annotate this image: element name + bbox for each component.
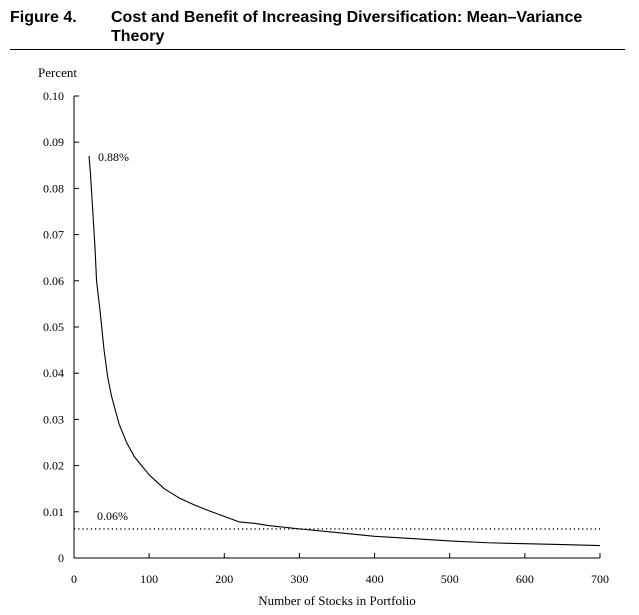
series-annotation-label: 0.88% bbox=[98, 150, 129, 164]
series-layer: 0.88% 0.06% bbox=[74, 150, 601, 547]
y-tick-label: 0.09 bbox=[43, 135, 64, 149]
x-tick-label: 100 bbox=[140, 572, 158, 586]
y-tick-label: 0.05 bbox=[43, 320, 64, 334]
x-tick-label: 400 bbox=[366, 572, 384, 586]
y-tick-label: 0.01 bbox=[43, 505, 64, 519]
x-tick-label: 200 bbox=[215, 572, 233, 586]
x-axis-label: Number of Stocks in Portfolio bbox=[258, 593, 415, 608]
x-tick-label: 700 bbox=[591, 572, 609, 586]
y-tick-label: 0.10 bbox=[43, 89, 64, 103]
series-annotation-label: 0.06% bbox=[97, 509, 128, 523]
x-tick-label: 0 bbox=[71, 572, 77, 586]
y-tick-label: 0 bbox=[58, 551, 64, 565]
x-tick-label: 300 bbox=[290, 572, 308, 586]
y-tick-label: 0.08 bbox=[43, 181, 64, 195]
header-rule bbox=[10, 49, 625, 50]
x-tick-label: 600 bbox=[516, 572, 534, 586]
y-tick-label: 0.04 bbox=[43, 366, 64, 380]
figure-title: Cost and Benefit of Increasing Diversifi… bbox=[111, 9, 583, 45]
x-tick-label: 500 bbox=[441, 572, 459, 586]
y-tick-label: 0.07 bbox=[43, 228, 64, 242]
y-tick-label: 0.02 bbox=[43, 459, 64, 473]
solid-series-line bbox=[88, 156, 601, 547]
y-axis: 0 0.01 0.02 0.03 0.04 0.05 0.06 0.07 0.08 0.09 0.1… bbox=[43, 89, 79, 565]
figure-label: Figure 4. bbox=[10, 9, 77, 26]
y-tick-label: 0.06 bbox=[43, 274, 64, 288]
y-axis-label: Percent bbox=[38, 65, 77, 80]
y-tick-label: 0.03 bbox=[43, 412, 64, 426]
x-axis: 0 100 200 300 400 500 600 700 bbox=[71, 553, 609, 586]
